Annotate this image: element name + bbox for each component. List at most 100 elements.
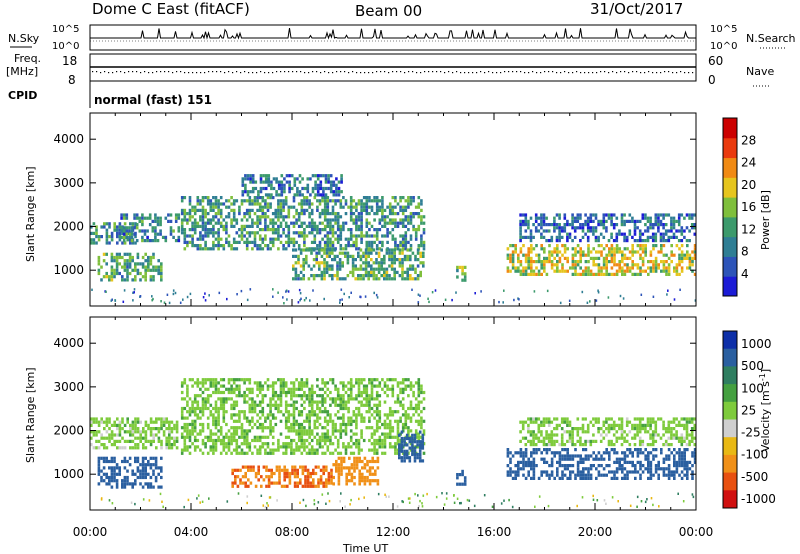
velocity-colorbar-band — [723, 366, 737, 385]
power-colorbar-tick-label: 12 — [741, 222, 756, 236]
nave-dots — [92, 71, 694, 74]
power-colorbar-label: Power [dB] — [759, 190, 772, 250]
power-colorbar-band — [723, 157, 737, 178]
velocity-ytick-label: 2000 — [53, 424, 84, 438]
velocity-colorbar-band — [723, 490, 737, 509]
nave-tick-top: 60 — [708, 54, 723, 68]
power-colorbar-tick-label: 20 — [741, 178, 756, 192]
velocity-colorbar-band — [723, 472, 737, 491]
beam-title: Beam 00 — [355, 2, 422, 20]
xtick-label: 16:00 — [477, 525, 512, 539]
velocity-colorbar-tick-label: 500 — [741, 359, 764, 373]
velocity-echo-region — [456, 469, 467, 486]
power-colorbar-band — [723, 197, 737, 218]
nsearch-tick-top: 10^5 — [710, 24, 737, 35]
power-colorbar-band — [723, 137, 737, 159]
freq-trace — [90, 66, 696, 74]
power-ytick-label: 1000 — [53, 263, 84, 277]
power-echo-region — [180, 196, 426, 251]
velocity-colorbar-tick-label: 100 — [741, 381, 764, 395]
nsky-label: N.Sky — [8, 32, 40, 45]
freq-unit-label: [MHz] — [6, 65, 38, 78]
power-colorbar-band — [723, 236, 737, 257]
cpid-value: normal (fast) 151 — [94, 93, 212, 107]
power-speckle — [91, 288, 697, 305]
nsky-tick-bottom: 10^0 — [52, 41, 79, 52]
power-colorbar-band — [723, 118, 737, 139]
velocity-colorbar-band — [723, 331, 737, 350]
cpid-label: CPID — [8, 89, 37, 102]
velocity-colorbar-tick-label: -100 — [741, 448, 768, 462]
nsearch-tick-bottom: 10^0 — [710, 41, 737, 52]
power-ytick-label: 4000 — [53, 132, 84, 146]
power-colorbar-ticks: 4 8 12 16 20 24 28 — [741, 133, 756, 281]
xtick-label: 00:00 — [73, 525, 108, 539]
velocity-ytick-label: 4000 — [53, 336, 84, 350]
power-colorbar-band — [723, 276, 737, 297]
velocity-ylabel: Slant Range [km] — [24, 367, 37, 463]
x-axis-label: Time UT — [342, 542, 388, 554]
power-echo-region — [519, 213, 697, 243]
power-colorbar-band — [723, 256, 737, 277]
power-echo-region — [90, 222, 137, 245]
velocity-ytick-label: 3000 — [53, 380, 84, 394]
power-colorbar-tick-label: 28 — [741, 133, 756, 147]
nsky-line — [89, 28, 696, 40]
power-colorbar-frame — [722, 117, 738, 297]
nsky-trace — [89, 28, 696, 42]
freq-tick-top: 18 — [62, 54, 77, 68]
nsearch-label: N.Search — [746, 32, 796, 45]
xtick-label: 04:00 — [174, 525, 209, 539]
power-colorbar-band — [723, 216, 737, 238]
velocity-colorbar-label: Velocity [m s-1] — [758, 369, 772, 452]
power-ytick-label: 3000 — [53, 176, 84, 190]
velocity-colorbar-band — [723, 437, 737, 456]
velocity-echoes — [90, 378, 697, 509]
velocity-colorbar-tick-label: 1000 — [741, 337, 772, 351]
power-echo-region — [241, 174, 343, 197]
power-echo-region — [292, 248, 425, 281]
power-echoes — [90, 174, 697, 305]
nsky-tick-top: 10^5 — [52, 24, 79, 35]
velocity-echo-region — [97, 456, 163, 489]
velocity-colorbar-tick-label: -500 — [741, 470, 768, 484]
velocity-echo-region — [332, 456, 380, 486]
velocity-colorbar-tick-label: 25 — [741, 403, 756, 417]
xtick-label: 08:00 — [275, 525, 310, 539]
velocity-colorbar-band — [723, 384, 737, 403]
velocity-colorbar-ticks: 1000 500 100 25 -25 -100 -500 -1000 — [741, 337, 776, 506]
station-title: Dome C East (fitACF) — [92, 0, 250, 18]
power-colorbar-band — [723, 177, 737, 198]
power-colorbar-tick-label: 16 — [741, 200, 756, 214]
power-echo-region — [97, 252, 163, 282]
velocity-colorbar-band — [723, 348, 737, 367]
velocity-colorbar-tick-label: -25 — [741, 426, 761, 440]
velocity-ytick-label: 1000 — [53, 467, 84, 481]
velocity-colorbar-band — [723, 401, 737, 420]
power-ylabel: Slant Range [km] — [24, 166, 37, 262]
power-echo-region — [120, 213, 181, 243]
velocity-y-ticks: 1000 2000 3000 4000 — [53, 317, 697, 510]
freq-label: Freq. — [14, 52, 41, 65]
xtick-label: 20:00 — [578, 525, 613, 539]
power-ytick-label: 2000 — [53, 220, 84, 234]
power-echo-region — [506, 244, 697, 276]
velocity-speckle — [100, 492, 695, 509]
velocity-colorbar-band — [723, 419, 737, 438]
power-colorbar — [723, 118, 737, 297]
velocity-echo-region — [398, 430, 425, 463]
power-y-ticks: 1000 2000 3000 4000 — [53, 113, 697, 306]
velocity-echo-region — [506, 448, 697, 480]
x-axis-ticks: 00:00 04:00 08:00 12:00 16:00 20:00 00:00 — [73, 525, 714, 539]
power-colorbar-tick-label: 24 — [741, 156, 756, 170]
velocity-echo-region — [180, 378, 426, 455]
velocity-colorbar-band — [723, 454, 737, 474]
power-colorbar-tick-label: 8 — [741, 245, 749, 259]
nave-label: Nave — [746, 65, 774, 78]
xtick-label: 12:00 — [376, 525, 411, 539]
freq-tick-bottom: 8 — [68, 73, 76, 87]
date-title: 31/Oct/2017 — [590, 0, 683, 18]
power-colorbar-tick-label: 4 — [741, 267, 749, 281]
velocity-echo-region — [231, 465, 333, 488]
